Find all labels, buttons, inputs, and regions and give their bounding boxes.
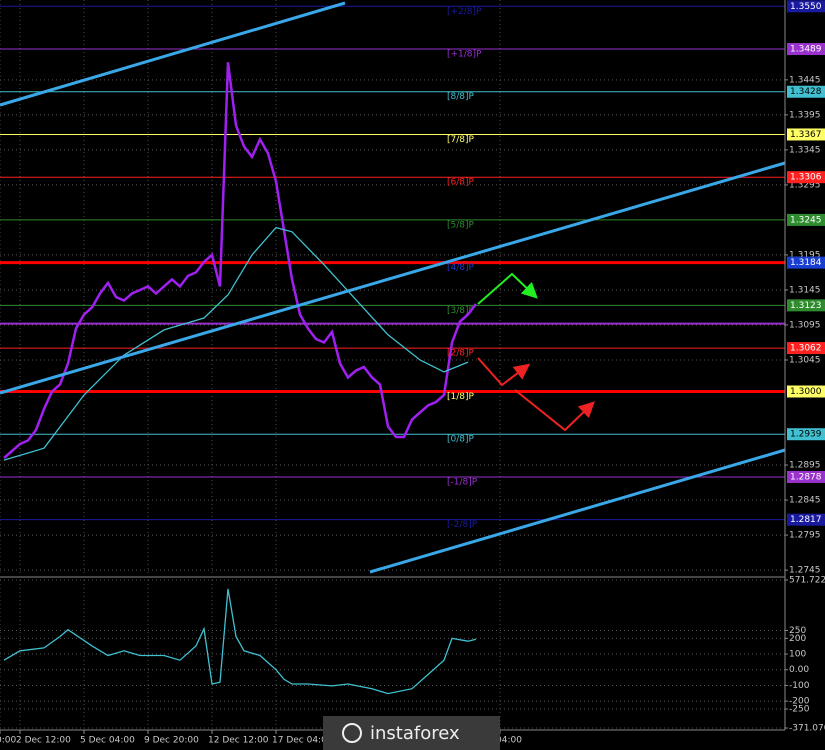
levels: [+2/8]P [+1/8]P [8/8]P [7/8]P [6/8]P [5/8]P [4… <box>0 5 785 530</box>
price-tag <box>787 513 825 526</box>
y-tick-label: 250 <box>789 626 806 636</box>
price-tag <box>787 85 825 98</box>
y-tick-label: 1.2795 <box>789 531 821 541</box>
y-tick-label: 1.3395 <box>789 110 821 120</box>
y-tick-label: 1.3345 <box>789 145 821 155</box>
level-label: [6/8]P <box>447 178 475 188</box>
channel-line <box>0 1 346 107</box>
drawings <box>0 1 786 574</box>
level-label: [2/8]P <box>447 349 475 359</box>
y-tick-label: -200 <box>789 697 810 707</box>
forecast-arrow <box>477 357 531 387</box>
forecast-arrow <box>477 272 538 305</box>
price-tag-label: 1.3062 <box>790 344 822 354</box>
price-tag <box>787 256 825 269</box>
y-tick-label: 200 <box>789 634 806 644</box>
price-tag-label: 1.3489 <box>790 45 822 55</box>
level-label: [8/8]P <box>447 92 475 102</box>
level-label: [1/8]P <box>447 392 475 402</box>
price-tag <box>787 128 825 141</box>
x-tick-label: 04:00 <box>496 736 522 746</box>
price-tag-label: 1.3000 <box>790 387 822 397</box>
y-tick-label: -100 <box>789 681 810 691</box>
y-tick-label: -371.0706 <box>789 724 825 734</box>
level-label: [0/8]P <box>447 435 475 445</box>
price-tag-label: 1.2817 <box>790 515 822 525</box>
watermark-box <box>323 716 500 750</box>
price-tag-label: 1.3428 <box>790 87 822 97</box>
price-tag-label: 1.2878 <box>790 472 822 482</box>
y-tick-label: 1.3445 <box>789 75 821 85</box>
y-tick-label: 1.2845 <box>789 496 821 506</box>
price-tag-label: 1.3306 <box>790 173 822 183</box>
level-label: [-1/8]P <box>447 477 478 487</box>
watermark-text: instaforex <box>370 723 460 744</box>
price-tag <box>787 299 825 312</box>
y-tick-label: 1.3195 <box>789 250 821 260</box>
x-tick-label: 9 Dec 20:00 <box>144 736 199 746</box>
series-line <box>3 226 469 461</box>
channel-line <box>0 161 786 395</box>
price-tag <box>787 43 825 56</box>
y-tick-label: 0.00 <box>789 665 809 675</box>
price-tag <box>787 342 825 355</box>
series-line <box>3 62 477 459</box>
y-tick-label: 571.7224 <box>789 576 825 586</box>
price-tag <box>787 213 825 226</box>
y-tick-label: 100 <box>789 650 806 660</box>
price-tag <box>787 0 825 13</box>
x-tick-label: 17 Dec 04:00 <box>272 736 333 746</box>
price-tag <box>787 428 825 441</box>
level-label: [-2/8]P <box>447 520 478 530</box>
price-tag-label: 1.3245 <box>790 215 822 225</box>
x-tick-label: 12 Dec 12:00 <box>208 736 269 746</box>
y-tick-label: 1.3045 <box>789 355 821 365</box>
price-tag-label: 1.3123 <box>790 301 822 311</box>
level-label: [7/8]P <box>447 135 475 145</box>
x-tick-label: 5 Dec 04:00 <box>80 736 135 746</box>
y-tick-label: 1.3095 <box>789 320 821 330</box>
grid <box>0 0 785 729</box>
price-tag-label: 1.3550 <box>790 2 822 12</box>
level-label: [+1/8]P <box>447 50 482 60</box>
price-tag <box>787 385 825 398</box>
level-label: [4/8]P <box>447 263 475 273</box>
y-tick-label: 1.3295 <box>789 180 821 190</box>
y-tick-label: -250 <box>789 704 810 714</box>
y-tick-label: 1.3145 <box>789 285 821 295</box>
y-tick-label: 1.2895 <box>789 461 821 471</box>
price-tag-label: 1.3367 <box>790 130 822 140</box>
y-tick-label: 1.2745 <box>789 566 821 576</box>
watermark-icon <box>342 723 362 743</box>
price-tag-label: 1.2939 <box>790 430 822 440</box>
price-tag-label: 1.3184 <box>790 258 822 268</box>
channel-line <box>369 448 786 574</box>
level-label: [5/8]P <box>447 220 475 230</box>
series <box>3 62 477 695</box>
watermark: instaforex <box>323 716 500 750</box>
level-label: [+2/8]P <box>447 7 482 17</box>
forecast-arrow <box>514 389 595 432</box>
series-line <box>3 588 477 695</box>
price-tag <box>787 171 825 184</box>
x-tick-label: 0:00 <box>0 736 16 746</box>
level-label: [3/8]P <box>447 306 475 316</box>
x-tick-label: 2 Dec 12:00 <box>16 736 71 746</box>
price-tag <box>787 470 825 483</box>
